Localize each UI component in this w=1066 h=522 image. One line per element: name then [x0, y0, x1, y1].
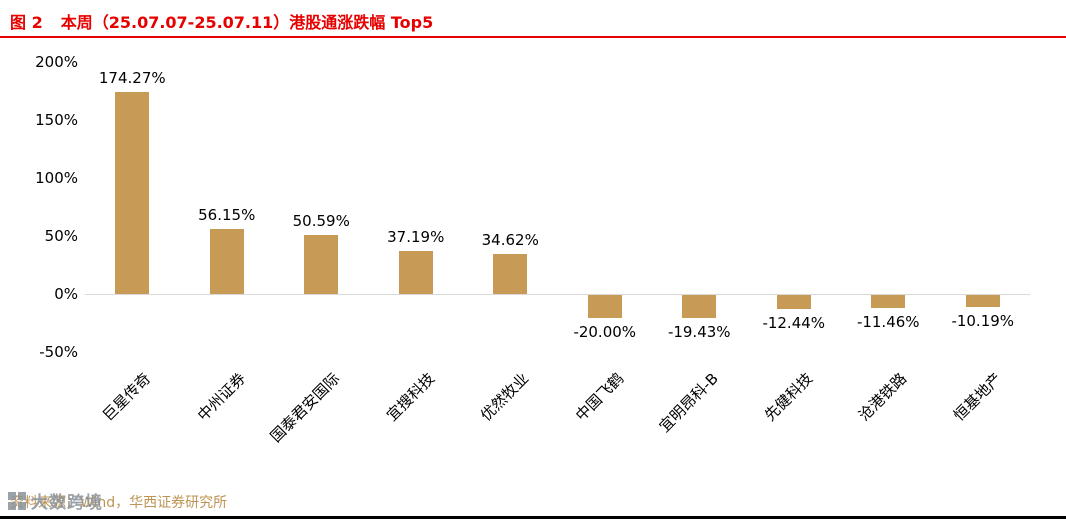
zero-axis-line [85, 294, 1030, 295]
x-axis-label: 优然牧业 [477, 369, 533, 425]
x-axis-label: 宜搜科技 [382, 369, 438, 425]
bar-value-label: -12.44% [762, 314, 826, 333]
x-axis-label: 国泰君安国际 [267, 369, 344, 446]
bar-chart: 200% 150% 100% 50% 0% -50% 174.27% 巨星传奇 56.15% 中州… [35, 53, 1030, 446]
y-axis-tick: 200% [35, 53, 78, 71]
bar [965, 295, 1000, 307]
watermark-logo-icon [8, 491, 26, 510]
bar-value-label: 56.15% [198, 205, 256, 224]
bar [871, 295, 906, 309]
x-axis-label: 中州证券 [193, 369, 249, 425]
bar [304, 235, 339, 294]
figure-label: 图 2 [10, 13, 43, 32]
title-divider [0, 36, 1066, 38]
x-axis-label: 沧港铁路 [855, 369, 911, 425]
y-axis-tick: -50% [39, 343, 78, 361]
bar [115, 91, 150, 294]
y-axis-tick: 150% [35, 111, 78, 129]
bar-value-label: 50.59% [292, 212, 350, 231]
bar [493, 253, 528, 294]
y-axis-tick: 50% [44, 227, 78, 245]
x-axis-label: 中国飞鹤 [571, 369, 627, 425]
y-axis-tick: 0% [54, 285, 78, 303]
bar-value-label: 37.19% [387, 227, 445, 246]
watermark: 大数跨境 [8, 488, 103, 513]
bar-value-label: -19.43% [667, 322, 731, 341]
bar [682, 295, 717, 318]
watermark-text: 大数跨境 [31, 493, 103, 513]
bar [209, 228, 244, 294]
bar-value-label: -20.00% [573, 323, 637, 342]
bar-value-label: -10.19% [951, 311, 1015, 330]
y-axis-tick: 100% [35, 169, 78, 187]
figure-header: 图 2 本周（25.07.07-25.07.11）港股通涨跌幅 Top5 [10, 9, 433, 33]
bar-value-label: -11.46% [856, 313, 920, 332]
bar [398, 250, 433, 294]
bar-value-label: 34.62% [481, 230, 539, 249]
bar-value-label: 174.27% [98, 68, 166, 87]
bar [587, 295, 622, 319]
source-text: 资料来源：Wind，华西证券研究所 [10, 495, 228, 511]
bottom-border [0, 516, 1066, 519]
chart-title: 本周（25.07.07-25.07.11）港股通涨跌幅 Top5 [60, 13, 434, 32]
x-axis-label: 巨星传奇 [99, 369, 155, 425]
x-axis-label: 先健科技 [760, 369, 816, 425]
x-axis-label: 宜明昂科-B [655, 369, 722, 436]
x-axis-label: 恒基地产 [949, 369, 1005, 425]
bar [776, 295, 811, 310]
